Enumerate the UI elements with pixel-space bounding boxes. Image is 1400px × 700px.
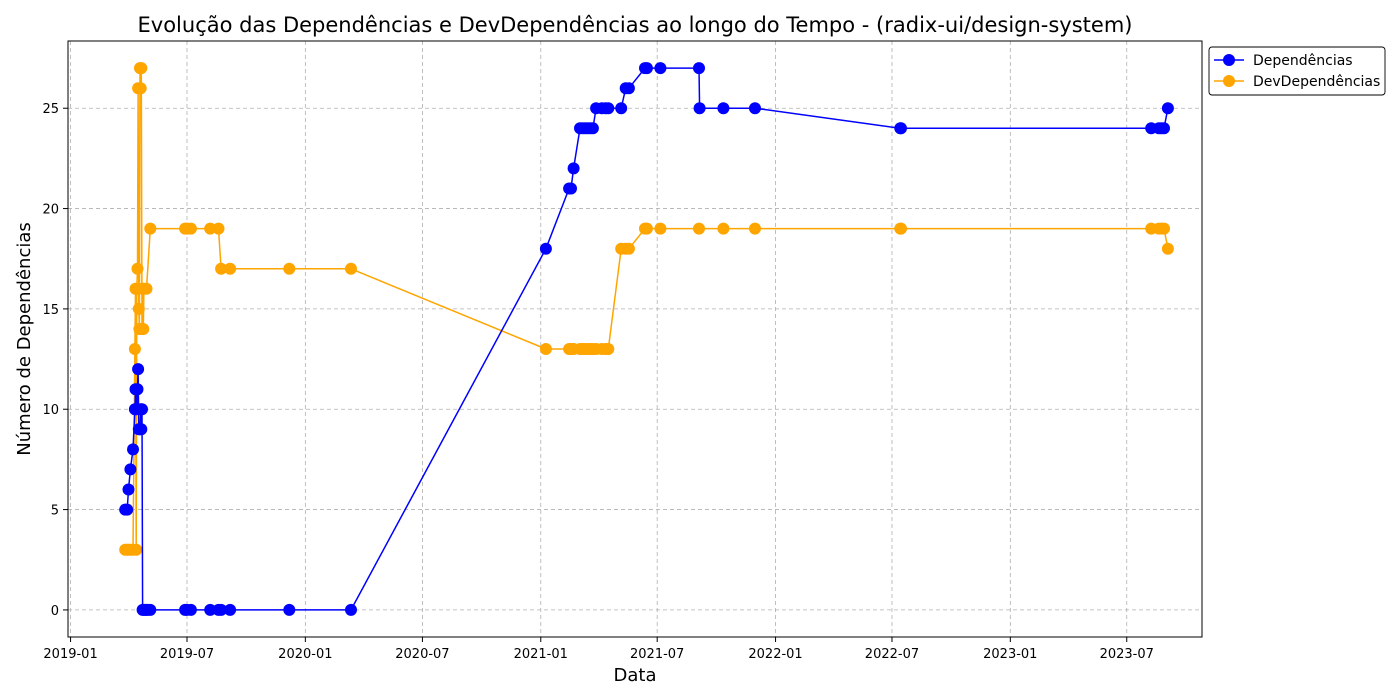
series-devdependencias bbox=[119, 62, 1174, 556]
y-tick-label: 15 bbox=[42, 303, 59, 318]
data-point-dependencias bbox=[749, 102, 761, 115]
data-point-dependencias bbox=[131, 383, 144, 396]
data-point-dependencias bbox=[615, 102, 628, 115]
legend-box bbox=[1208, 46, 1386, 96]
data-point-devdependencias bbox=[132, 302, 145, 315]
data-point-devdependencias bbox=[130, 543, 143, 556]
y-axis: 0 5 10 15 20 25 bbox=[42, 102, 68, 619]
data-point-devdependencias bbox=[204, 222, 217, 235]
data-point-devdependencias bbox=[131, 262, 144, 275]
data-point-dependencias bbox=[1161, 102, 1174, 115]
y-tick-label: 25 bbox=[42, 102, 59, 117]
series-dependencias bbox=[119, 62, 1174, 616]
data-point-devdependencias bbox=[717, 222, 730, 235]
data-point-dependencias bbox=[565, 182, 577, 195]
legend-marker-devdependencias bbox=[1223, 75, 1235, 87]
x-tick-label: 2019-07 bbox=[160, 647, 214, 662]
data-point-dependencias bbox=[622, 82, 635, 95]
data-point-devdependencias bbox=[128, 343, 141, 355]
legend: Dependências DevDependências bbox=[1208, 46, 1386, 96]
data-point-dependencias bbox=[1158, 122, 1170, 135]
y-tick-label: 20 bbox=[42, 203, 59, 218]
x-tick-label: 2022-07 bbox=[865, 647, 919, 662]
data-point-devdependencias bbox=[215, 262, 228, 275]
data-point-dependencias bbox=[135, 423, 148, 436]
data-point-dependencias bbox=[224, 603, 237, 616]
series-layer bbox=[119, 62, 1174, 616]
grid-lines bbox=[68, 41, 1202, 637]
data-point-devdependencias bbox=[693, 222, 705, 235]
data-point-devdependencias bbox=[184, 222, 197, 235]
data-point-devdependencias bbox=[137, 323, 150, 335]
legend-label-devdependencias: DevDependências bbox=[1253, 74, 1380, 90]
chart-title: Evolução das Dependências e DevDependênc… bbox=[138, 13, 1133, 37]
data-point-dependencias bbox=[717, 102, 730, 115]
data-point-dependencias bbox=[204, 603, 217, 616]
data-point-devdependencias bbox=[539, 343, 552, 355]
x-tick-label: 2023-07 bbox=[1100, 647, 1154, 662]
data-point-dependencias bbox=[121, 503, 134, 516]
data-point-dependencias bbox=[136, 403, 148, 416]
data-point-dependencias bbox=[345, 603, 357, 616]
data-point-dependencias bbox=[693, 62, 705, 75]
data-point-devdependencias bbox=[224, 262, 237, 275]
data-point-devdependencias bbox=[140, 282, 153, 295]
y-tick-label: 0 bbox=[51, 604, 59, 619]
data-point-dependencias bbox=[640, 62, 653, 75]
data-point-dependencias bbox=[693, 102, 706, 115]
data-point-devdependencias bbox=[654, 222, 667, 235]
data-point-devdependencias bbox=[1158, 222, 1170, 235]
data-point-dependencias bbox=[132, 363, 145, 376]
data-point-devdependencias bbox=[622, 242, 635, 255]
plot-frame bbox=[67, 40, 1203, 638]
data-point-dependencias bbox=[124, 463, 137, 476]
data-point-dependencias bbox=[602, 102, 615, 115]
x-tick-label: 2021-01 bbox=[514, 647, 568, 662]
x-tick-label: 2021-07 bbox=[630, 647, 684, 662]
legend-marker-dependencias bbox=[1223, 54, 1235, 66]
data-point-devdependencias bbox=[895, 222, 907, 235]
x-tick-label: 2020-01 bbox=[278, 647, 332, 662]
data-point-dependencias bbox=[654, 62, 667, 75]
data-point-devdependencias bbox=[135, 62, 148, 75]
x-axis: 2019-01 2019-07 2020-01 2020-07 2021-01 2021-… bbox=[43, 637, 1154, 662]
data-point-dependencias bbox=[144, 603, 157, 616]
legend-label-dependencias: Dependências bbox=[1253, 53, 1353, 69]
data-point-devdependencias bbox=[345, 262, 357, 275]
y-tick-label: 5 bbox=[51, 504, 59, 519]
x-axis-label: Data bbox=[614, 665, 657, 686]
data-point-dependencias bbox=[215, 603, 228, 616]
x-tick-label: 2023-01 bbox=[983, 647, 1037, 662]
data-point-dependencias bbox=[539, 242, 552, 255]
y-tick-label: 10 bbox=[42, 403, 59, 418]
data-point-dependencias bbox=[127, 443, 139, 456]
x-tick-label: 2022-01 bbox=[748, 647, 802, 662]
data-point-devdependencias bbox=[602, 343, 615, 355]
data-point-dependencias bbox=[567, 162, 580, 175]
x-tick-label: 2019-01 bbox=[43, 647, 97, 662]
data-point-dependencias bbox=[122, 483, 135, 496]
data-point-devdependencias bbox=[134, 82, 147, 95]
data-point-devdependencias bbox=[212, 222, 225, 235]
y-axis-label: Número de Dependências bbox=[14, 222, 35, 456]
data-point-devdependencias bbox=[1161, 242, 1174, 255]
x-tick-label: 2020-07 bbox=[395, 647, 449, 662]
data-point-dependencias bbox=[283, 603, 296, 616]
data-point-dependencias bbox=[184, 603, 197, 616]
data-point-devdependencias bbox=[640, 222, 653, 235]
data-point-devdependencias bbox=[144, 222, 157, 235]
data-point-devdependencias bbox=[749, 222, 761, 235]
data-point-dependencias bbox=[586, 122, 599, 135]
data-point-dependencias bbox=[895, 122, 907, 135]
data-point-devdependencias bbox=[283, 262, 296, 275]
